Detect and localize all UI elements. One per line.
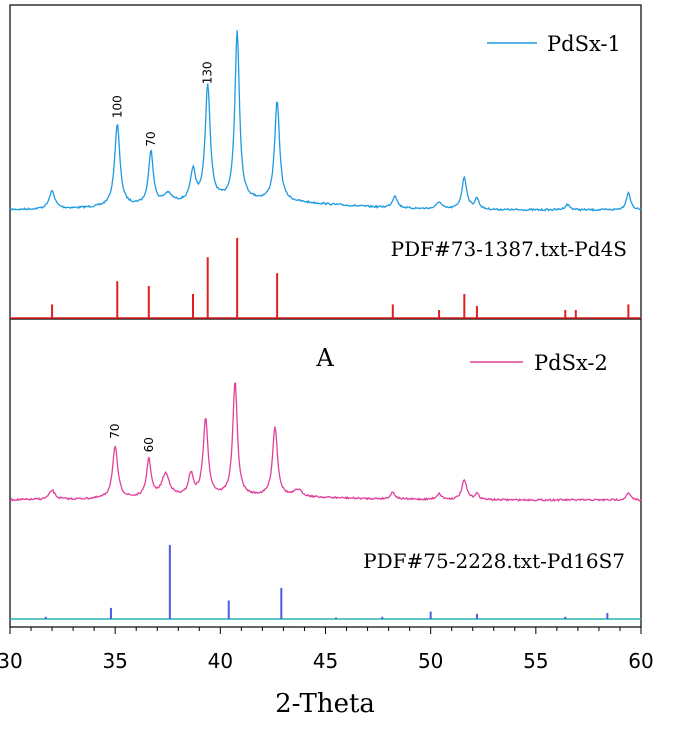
x-tick-label: 50 [418,649,443,673]
reference-label-pd16s7: PDF#75-2228.txt-Pd16S7 [363,549,625,573]
x-axis-label: 2-Theta [275,689,375,719]
peak-label: 60 [142,437,156,452]
peak-label: 70 [144,131,158,146]
x-tick-label: 60 [628,649,653,673]
x-tick-label: 30 [0,649,23,673]
plot-frame [9,4,642,628]
peak-label: 100 [110,95,124,118]
series-line-pdsx-2 [9,382,642,502]
x-tick-label: 55 [523,649,548,673]
x-tick-label: 35 [102,649,127,673]
panel-letter: A [315,344,334,372]
legend-label-pdsx-1: PdSx-1 [547,32,621,56]
peak-label: 70 [108,423,122,438]
x-tick-label: 40 [208,649,233,673]
legend-label-pdsx-2: PdSx-2 [534,351,608,375]
series-line-pdsx-1 [9,30,642,212]
peak-label: 130 [201,61,215,84]
reference-label-pd4s: PDF#73-1387.txt-Pd4S [391,237,627,261]
x-tick-label: 45 [313,649,338,673]
